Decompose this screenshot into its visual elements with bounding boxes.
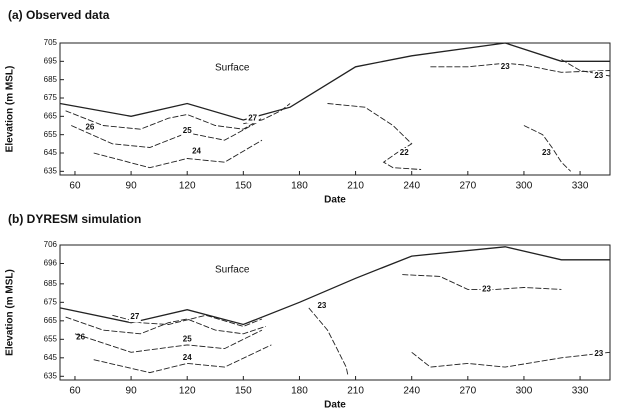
x-tick-label: 210 bbox=[347, 386, 364, 397]
x-tick-label: 180 bbox=[291, 181, 308, 192]
y-tick-label: 675 bbox=[44, 297, 58, 306]
y-tick-label: 706 bbox=[44, 240, 58, 249]
y-tick-label: 655 bbox=[44, 334, 58, 343]
surface-annotation: Surface bbox=[215, 265, 250, 276]
contour-label-bg bbox=[480, 284, 493, 295]
contour-label-bg bbox=[74, 332, 87, 343]
y-tick-label: 675 bbox=[44, 93, 58, 102]
contour-label-bg bbox=[499, 61, 512, 72]
y-tick-label: 635 bbox=[44, 166, 58, 175]
y-tick-label: 665 bbox=[44, 111, 58, 120]
contour-label: 23 bbox=[542, 148, 551, 157]
contour-label-bg bbox=[592, 349, 605, 360]
contour-line bbox=[308, 307, 349, 377]
x-tick-label: 60 bbox=[69, 386, 81, 397]
contour-label: 26 bbox=[76, 333, 85, 342]
contour-line bbox=[93, 139, 263, 169]
plot-frame bbox=[59, 42, 611, 176]
x-axis-label: Date bbox=[324, 195, 346, 206]
x-tick-label: 300 bbox=[516, 181, 533, 192]
x-tick-label: 330 bbox=[572, 181, 589, 192]
contour-line bbox=[74, 329, 263, 353]
contour-line bbox=[411, 351, 611, 368]
x-axis-label: Date bbox=[324, 400, 346, 411]
y-tick-label: 665 bbox=[44, 316, 58, 325]
contour-label-bg bbox=[190, 146, 203, 157]
contour-line bbox=[65, 316, 266, 335]
x-tick-label: 180 bbox=[291, 386, 308, 397]
y-tick-label: 705 bbox=[44, 38, 58, 47]
x-tick-label: 120 bbox=[179, 386, 196, 397]
contour-line bbox=[93, 344, 272, 374]
y-tick-label: 685 bbox=[44, 279, 58, 288]
contour-label-bg bbox=[540, 148, 553, 158]
y-tick-label: 695 bbox=[44, 56, 58, 65]
contour-label: 24 bbox=[192, 146, 201, 155]
contour-label-bg bbox=[181, 334, 194, 345]
x-tick-label: 150 bbox=[235, 181, 252, 192]
surface-annotation: Surface bbox=[215, 63, 250, 74]
contour-label-bg bbox=[181, 352, 194, 363]
panel-title: (a) Observed data bbox=[8, 8, 110, 22]
y-tick-label: 645 bbox=[44, 353, 58, 362]
x-tick-label: 330 bbox=[572, 386, 589, 397]
x-tick-label: 240 bbox=[403, 181, 420, 192]
surface-line bbox=[59, 42, 610, 121]
x-tick-label: 270 bbox=[459, 386, 476, 397]
y-tick-label: 635 bbox=[44, 371, 58, 380]
contour-label: 23 bbox=[594, 71, 603, 80]
contour-line bbox=[65, 110, 263, 130]
contour-label: 23 bbox=[482, 284, 491, 293]
contour-label: 27 bbox=[130, 312, 139, 321]
x-tick-label: 270 bbox=[459, 181, 476, 192]
contour-label-bg bbox=[592, 71, 605, 81]
x-tick-label: 90 bbox=[126, 181, 138, 192]
surface-line bbox=[59, 246, 610, 326]
x-tick-label: 210 bbox=[347, 181, 364, 192]
contour-label-bg bbox=[83, 122, 96, 133]
x-tick-label: 90 bbox=[126, 386, 138, 397]
y-tick-label: 645 bbox=[44, 148, 58, 157]
contour-line bbox=[523, 125, 572, 172]
x-tick-label: 60 bbox=[69, 181, 81, 192]
y-axis-label: Elevation (m MSL) bbox=[5, 269, 16, 356]
x-tick-label: 240 bbox=[403, 386, 420, 397]
contour-label-bg bbox=[315, 301, 328, 312]
y-axis-label: Elevation (m MSL) bbox=[5, 66, 16, 153]
y-tick-label: 696 bbox=[44, 259, 58, 268]
contour-label-bg bbox=[181, 126, 194, 136]
contour-label: 27 bbox=[248, 113, 257, 122]
contour-label-bg bbox=[128, 312, 141, 323]
y-tick-label: 685 bbox=[44, 75, 58, 84]
contour-label: 23 bbox=[594, 349, 603, 358]
contour-label-bg bbox=[246, 113, 259, 124]
contour-label: 25 bbox=[183, 126, 192, 135]
contour-label-bg bbox=[398, 148, 411, 158]
plot-frame bbox=[59, 244, 611, 381]
contour-line bbox=[327, 103, 422, 170]
contour-label: 22 bbox=[400, 148, 409, 157]
contour-label: 25 bbox=[183, 334, 192, 343]
contour-line bbox=[430, 62, 611, 73]
contour-label: 26 bbox=[85, 122, 94, 131]
contour-label: 23 bbox=[317, 301, 326, 310]
panel-title: (b) DYRESM simulation bbox=[8, 212, 141, 226]
x-tick-label: 300 bbox=[516, 386, 533, 397]
contour-line bbox=[71, 121, 259, 148]
contour-label: 24 bbox=[183, 353, 192, 362]
x-tick-label: 150 bbox=[235, 386, 252, 397]
x-tick-label: 120 bbox=[179, 181, 196, 192]
contour-label: 23 bbox=[501, 62, 510, 71]
y-tick-label: 655 bbox=[44, 130, 58, 139]
